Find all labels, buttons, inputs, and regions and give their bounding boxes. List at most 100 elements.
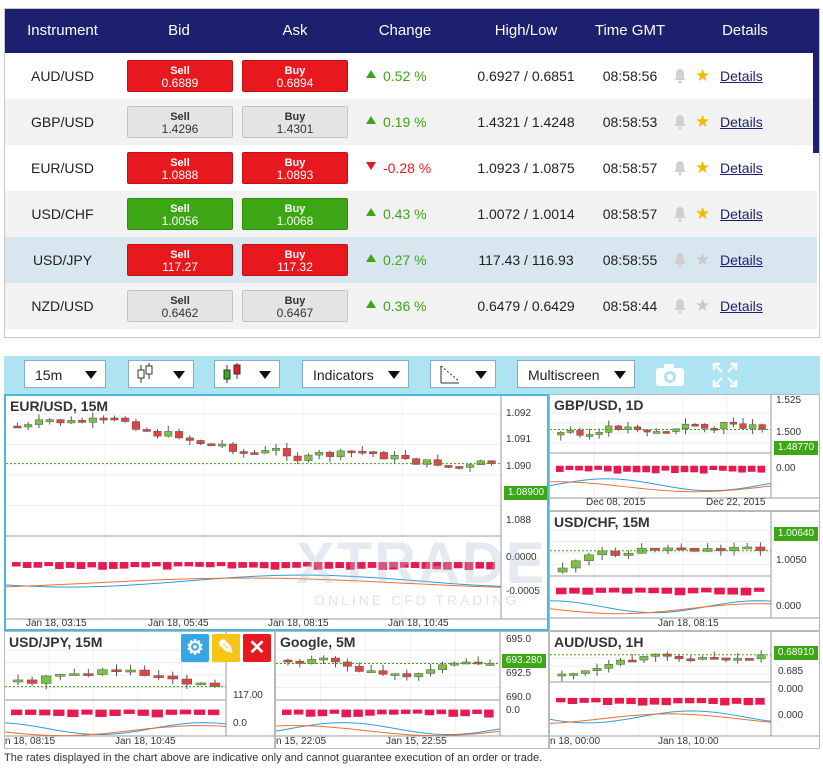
buy-button[interactable]: Buy 1.4301 <box>242 106 348 138</box>
details-link[interactable]: Details <box>720 160 763 176</box>
histogram-bar <box>709 465 718 471</box>
candle <box>110 417 119 421</box>
buy-button[interactable]: Buy 1.0893 <box>242 152 348 184</box>
drawing-tools-dropdown[interactable] <box>430 360 496 388</box>
close-button[interactable]: ✕ <box>243 634 271 662</box>
x-tick: n 18, 00:00 <box>550 736 601 747</box>
histogram-bar <box>755 697 765 705</box>
buy-button[interactable]: Buy 0.6467 <box>242 290 348 322</box>
sell-button[interactable]: Sell 117.27 <box>127 244 233 276</box>
time-value: 08:58:57 <box>602 160 658 176</box>
histogram-bar <box>472 709 482 715</box>
macd-line <box>6 577 502 588</box>
x-tick: Jan 15, 22:55 <box>386 736 447 747</box>
histogram-bar <box>270 562 280 570</box>
histogram-bar <box>661 587 673 594</box>
bell-icon[interactable] <box>672 68 688 84</box>
eurusd-chart-canvas[interactable] <box>6 396 549 631</box>
candle <box>720 421 728 429</box>
bell-icon[interactable] <box>672 160 688 176</box>
details-link[interactable]: Details <box>720 252 763 268</box>
candle <box>379 452 388 460</box>
sell-button[interactable]: Sell 0.6889 <box>127 60 233 92</box>
bid-price: 0.6462 <box>161 306 199 320</box>
osc-tick: 0.000 <box>778 710 804 721</box>
fullscreen-icon[interactable] <box>712 362 738 388</box>
candle <box>663 547 673 551</box>
multiscreen-dropdown[interactable]: Multiscreen <box>517 360 635 388</box>
ask-price: 1.0893 <box>276 168 314 182</box>
buy-button[interactable]: Buy 0.6894 <box>242 60 348 92</box>
usdjpy-chart-canvas[interactable] <box>5 632 275 749</box>
details-link[interactable]: Details <box>720 114 763 130</box>
sell-button[interactable]: Sell 1.4296 <box>127 106 233 138</box>
histogram-bar <box>595 587 607 593</box>
star-icon[interactable]: ★ <box>695 112 711 131</box>
bell-icon[interactable] <box>672 298 688 314</box>
camera-icon[interactable] <box>654 362 686 388</box>
bell-icon[interactable] <box>672 252 688 268</box>
chart-type-dropdown[interactable] <box>128 360 194 388</box>
chart-eurusd[interactable]: EUR/USD, 15M 1.092 1.091 1.090 1.088 1.0… <box>4 394 549 631</box>
candle-type-dropdown[interactable] <box>214 360 280 388</box>
gbpusd-chart-canvas[interactable] <box>550 395 820 511</box>
candle <box>585 434 594 437</box>
star-icon[interactable]: ★ <box>695 66 711 85</box>
timeframe-dropdown[interactable]: 15m <box>24 360 106 388</box>
table-scrollbar[interactable] <box>813 53 819 153</box>
star-icon[interactable]: ★ <box>695 158 711 177</box>
header-highlow: High/Low <box>494 22 558 39</box>
histogram-bar <box>671 465 679 474</box>
bid-price: 1.0056 <box>161 214 199 228</box>
arrow-up-icon <box>366 300 376 308</box>
candle <box>676 547 687 551</box>
histogram-bar <box>584 465 593 472</box>
time-value: 08:58:56 <box>602 68 658 84</box>
bell-icon[interactable] <box>672 206 688 222</box>
histogram-bar <box>728 465 737 472</box>
candle <box>325 451 334 457</box>
histogram-bar <box>377 709 387 715</box>
y-tick: 1.0050 <box>776 555 807 566</box>
sell-label: Sell <box>170 295 190 307</box>
histogram-bar <box>635 587 646 593</box>
histogram-bar <box>367 562 377 568</box>
histogram-bar <box>719 465 727 471</box>
audusd-chart-canvas[interactable] <box>550 632 820 749</box>
candle <box>672 428 680 432</box>
chart-google[interactable]: Google, 5M 695.0 693.280 692.5 690.0 0.0… <box>275 631 549 749</box>
star-icon[interactable]: ★ <box>695 296 711 315</box>
indicators-dropdown[interactable]: Indicators <box>302 360 409 388</box>
chart-gbpusd[interactable]: GBP/USD, 1D 1.525 1.500 1.48770 0.00 Dec… <box>549 394 820 511</box>
sell-button[interactable]: Sell 1.0888 <box>127 152 233 184</box>
candle <box>26 679 38 684</box>
chevron-down-icon <box>259 371 271 379</box>
details-link[interactable]: Details <box>720 68 763 84</box>
google-chart-canvas[interactable] <box>276 632 549 749</box>
candle <box>557 567 568 573</box>
histogram-bar <box>575 465 583 471</box>
histogram-bar <box>25 709 37 715</box>
details-link[interactable]: Details <box>720 206 763 222</box>
osc-tick: 0.000 <box>778 684 804 695</box>
candle <box>742 546 753 550</box>
signal-line <box>550 710 772 724</box>
sell-button[interactable]: Sell 0.6462 <box>127 290 233 322</box>
bell-icon[interactable] <box>672 114 688 130</box>
buy-button[interactable]: Buy 1.0068 <box>242 198 348 230</box>
chart-audusd[interactable]: AUD/USD, 1H 0.68910 0.685 0.000 0.000 n … <box>549 631 820 749</box>
buy-button[interactable]: Buy 117.32 <box>242 244 348 276</box>
edit-button[interactable]: ✎ <box>212 634 240 662</box>
candle <box>570 560 581 569</box>
candle <box>88 417 97 423</box>
candle <box>426 669 436 674</box>
settings-button[interactable]: ⚙ <box>181 634 209 662</box>
usdchf-chart-canvas[interactable] <box>550 512 820 631</box>
star-icon[interactable]: ★ <box>695 204 711 223</box>
star-icon[interactable]: ★ <box>695 250 711 269</box>
histogram-bar <box>67 709 79 718</box>
histogram-bar <box>421 562 431 569</box>
details-link[interactable]: Details <box>720 298 763 314</box>
chart-usdchf[interactable]: USD/CHF, 15M 1.00640 1.0050 0.000 Jan 18… <box>549 511 820 631</box>
sell-button[interactable]: Sell 1.0056 <box>127 198 233 230</box>
